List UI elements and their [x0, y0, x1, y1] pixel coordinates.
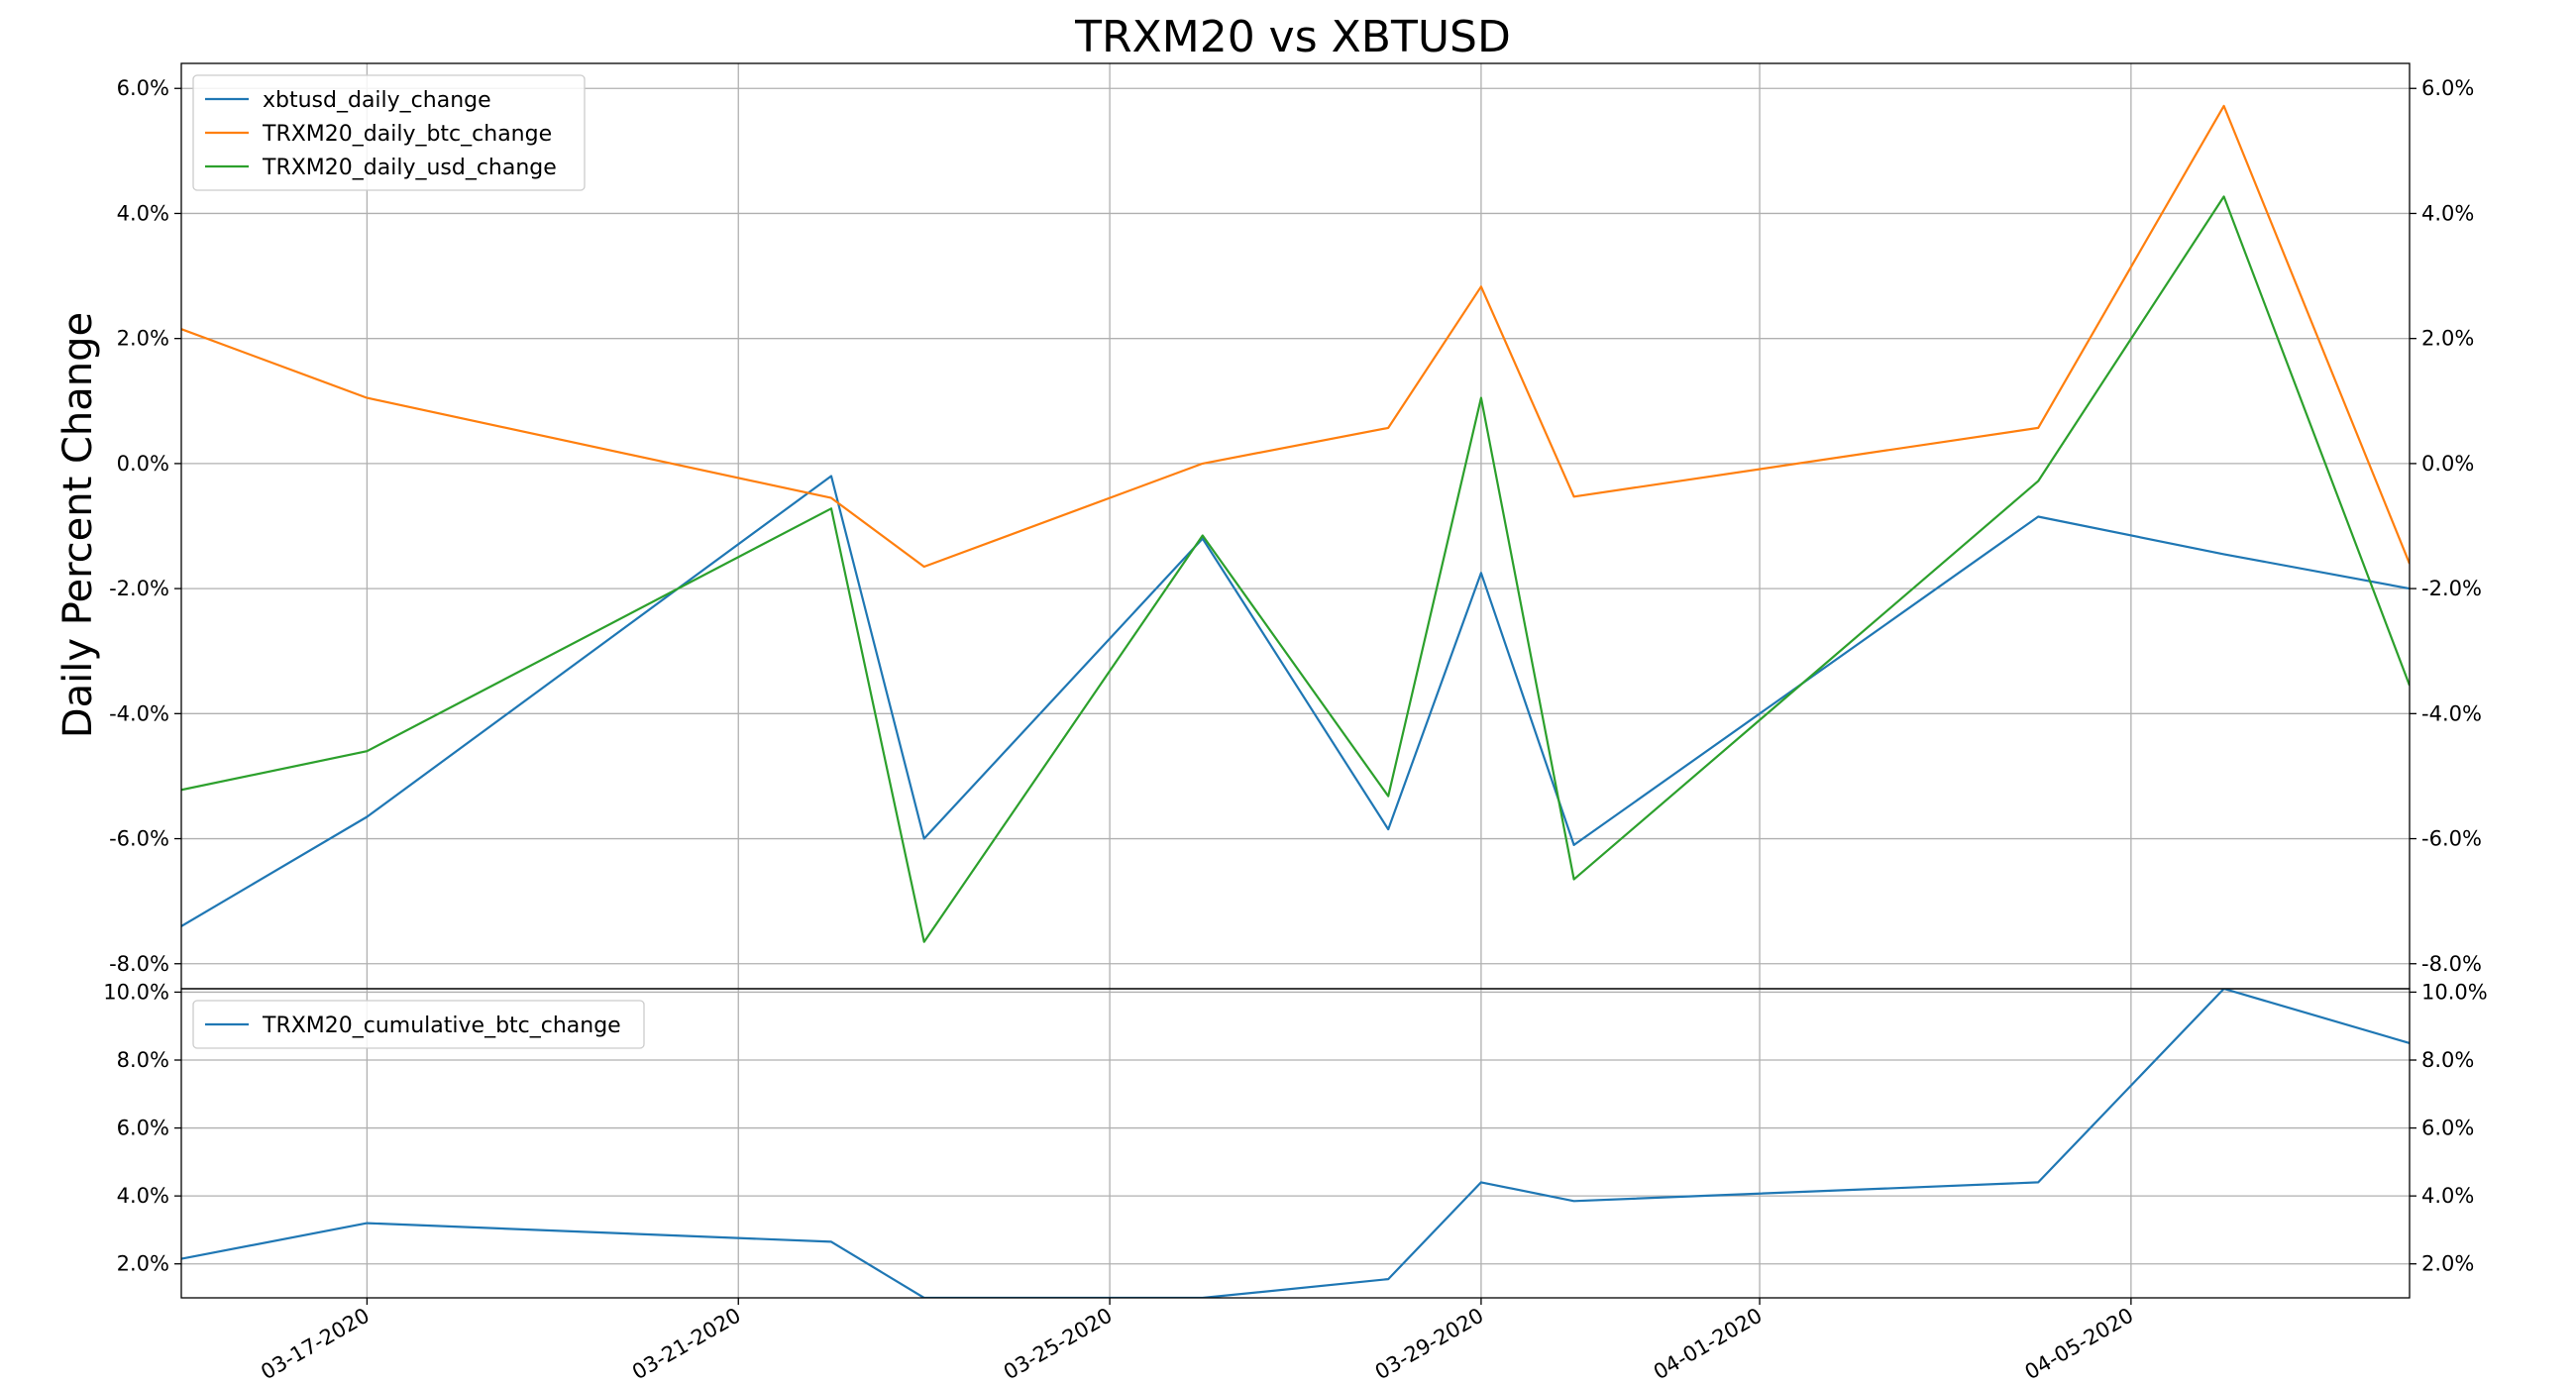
chart-title: TRXM20 vs XBTUSD: [1074, 12, 1511, 62]
y-tick-label-right: 4.0%: [2421, 1184, 2474, 1208]
y-axis-label: Daily Percent Change: [55, 312, 101, 738]
legend-box: [192, 74, 586, 191]
legend-entry: xbtusd_daily_change: [263, 88, 491, 113]
y-tick-label-right: -4.0%: [2421, 701, 2482, 725]
y-tick-label-left: 6.0%: [117, 76, 169, 100]
y-tick-label-left: 0.0%: [117, 452, 169, 476]
legend-entry: TRXM20_daily_usd_change: [262, 156, 557, 180]
y-tick-label-left: -8.0%: [109, 952, 169, 976]
y-tick-label-right: 2.0%: [2421, 327, 2474, 351]
series-line-TRXM20_cumulative_btc_change: [181, 989, 2410, 1298]
legend-entry: TRXM20_cumulative_btc_change: [262, 1014, 621, 1038]
y-tick-label-right: 4.0%: [2421, 201, 2474, 225]
y-tick-label-left: -6.0%: [109, 827, 169, 851]
series-line-TRXM20_daily_usd_change: [181, 195, 2410, 943]
y-tick-label-left: -4.0%: [109, 701, 169, 725]
y-tick-label-left: 8.0%: [117, 1048, 169, 1072]
y-tick-label-right: -6.0%: [2421, 827, 2482, 851]
y-tick-label-right: -8.0%: [2421, 952, 2482, 976]
y-tick-label-left: 10.0%: [103, 980, 169, 1004]
y-tick-label-left: 2.0%: [117, 327, 169, 351]
y-tick-label-right: -2.0%: [2421, 577, 2482, 600]
legend: xbtusd_daily_change TRXM20_daily_btc_chan…: [192, 74, 586, 191]
y-tick-label-left: 6.0%: [117, 1117, 169, 1140]
y-tick-label-left: -2.0%: [109, 577, 169, 600]
legend-box: [192, 1000, 645, 1049]
y-tick-label-right: 0.0%: [2421, 452, 2474, 476]
legend-entry: TRXM20_daily_btc_change: [262, 122, 552, 147]
y-tick-label-left: 4.0%: [117, 1184, 169, 1208]
y-tick-label-right: 6.0%: [2421, 1117, 2474, 1140]
y-tick-label-left: 2.0%: [117, 1252, 169, 1276]
y-tick-label-right: 10.0%: [2421, 980, 2488, 1004]
plot-frame: [180, 988, 2411, 1299]
y-tick-label-right: 2.0%: [2421, 1252, 2474, 1276]
y-tick-label-right: 6.0%: [2421, 76, 2474, 100]
y-tick-label-right: 8.0%: [2421, 1048, 2474, 1072]
y-tick-label-left: 4.0%: [117, 201, 169, 225]
legend: TRXM20_cumulative_btc_change: [192, 1000, 645, 1049]
daily-change-panel: 6.0% 6.0% 4.0% 4.0% 2.0% 2.0% 0.0% 0.0% -2.0% -2.…: [109, 62, 2482, 990]
series-line-TRXM20_daily_btc_change: [181, 104, 2410, 569]
